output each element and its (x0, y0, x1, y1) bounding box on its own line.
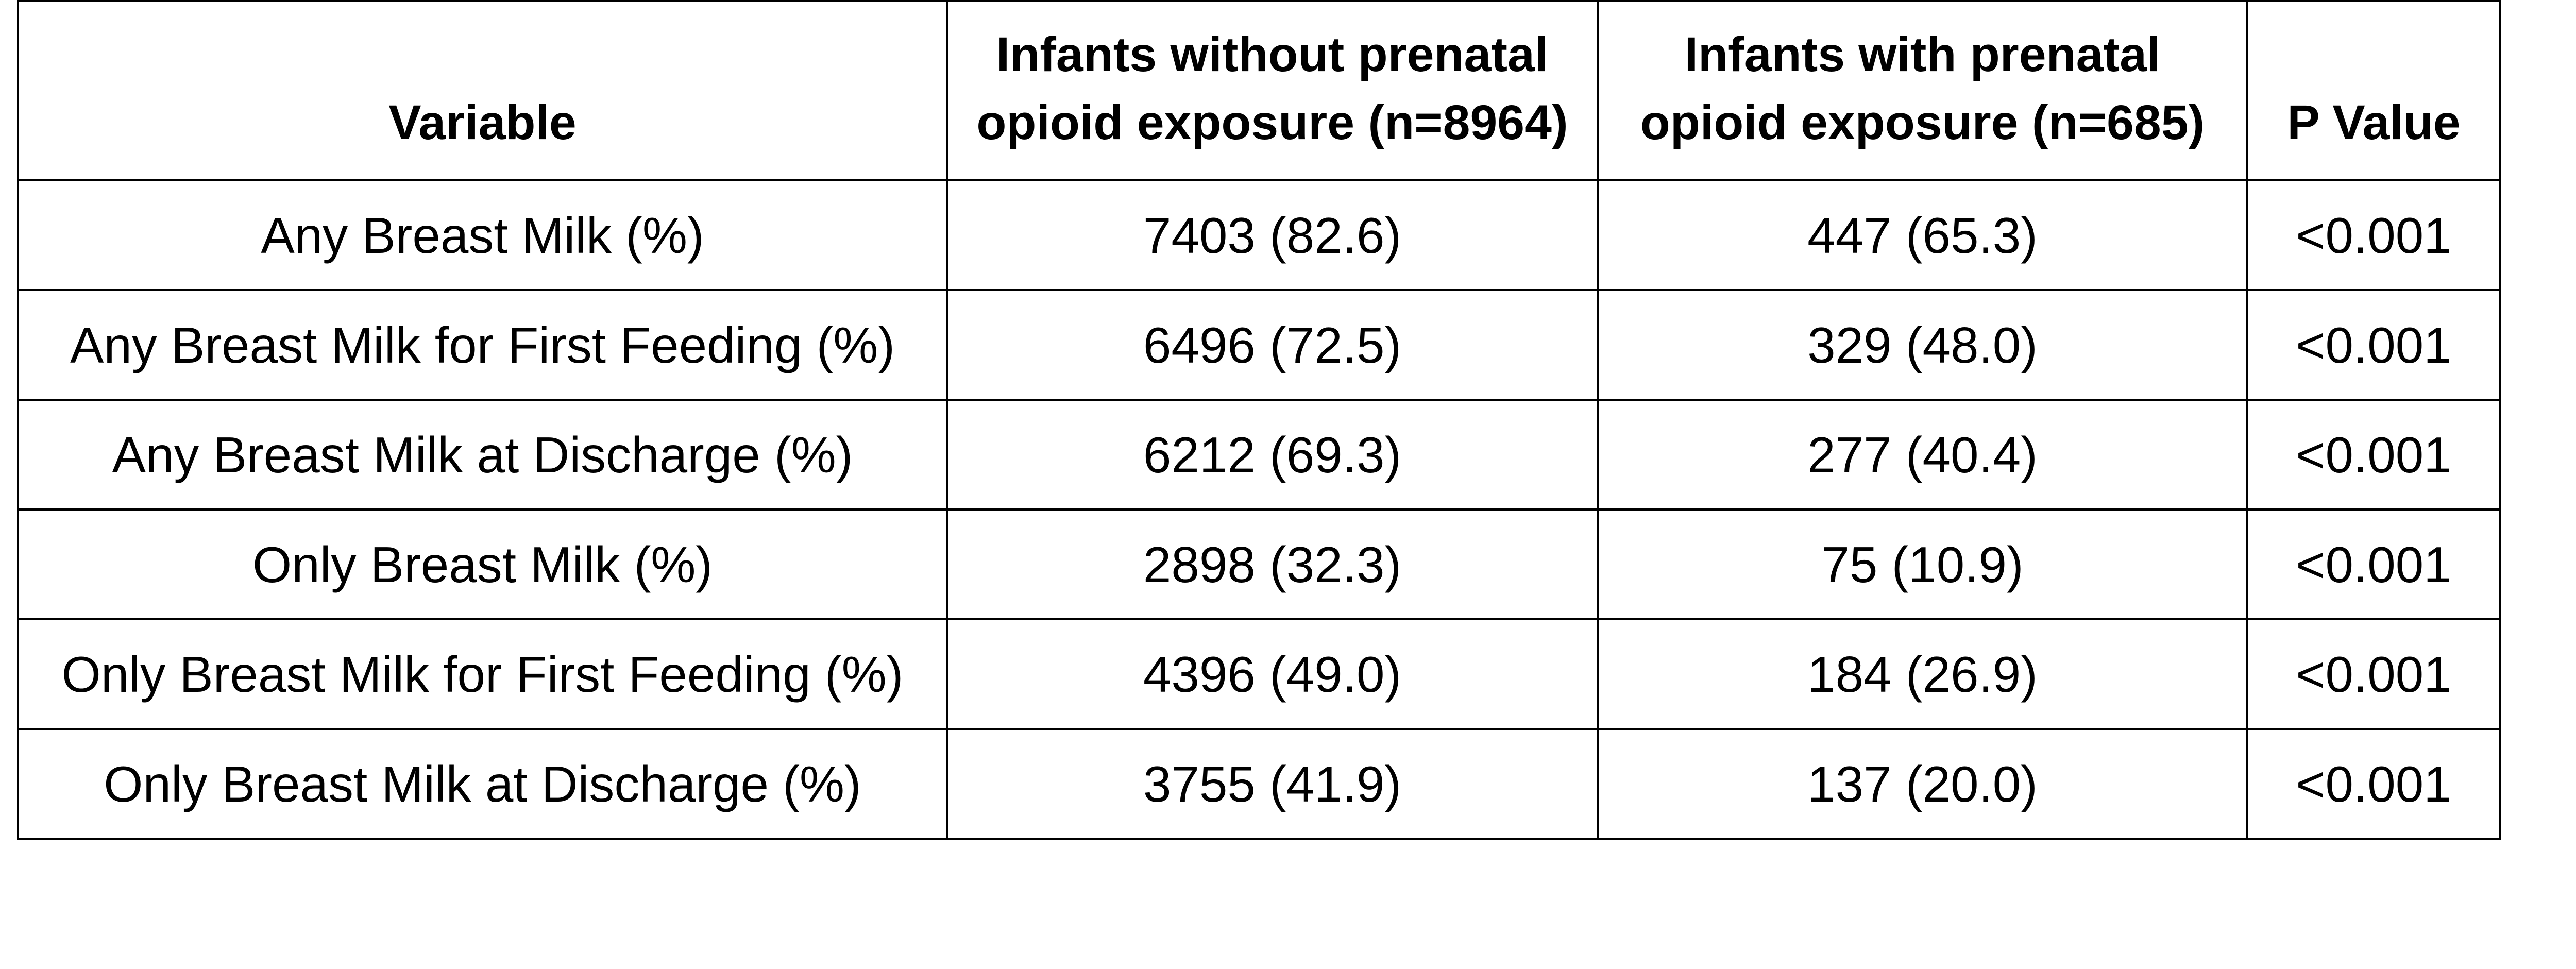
cell-variable: Only Breast Milk (%) (17, 508, 948, 620)
column-header-without-exposure: Infants without prenatal opioid exposure… (946, 0, 1599, 181)
table-header-row: Variable Infants without prenatal opioid… (17, 0, 2501, 181)
table-row: Any Breast Milk for First Feeding (%) 64… (17, 289, 2501, 401)
column-header-variable: Variable (17, 0, 948, 181)
cell-variable: Only Breast Milk for First Feeding (%) (17, 618, 948, 730)
cell-variable: Any Breast Milk (%) (17, 179, 948, 291)
table-row: Any Breast Milk (%) 7403 (82.6) 447 (65.… (17, 179, 2501, 291)
cell-p-value: <0.001 (2246, 618, 2501, 730)
column-header-with-exposure-line1: Infants with prenatal (1684, 27, 2161, 82)
cell-without-exposure: 7403 (82.6) (946, 179, 1599, 291)
cell-variable: Any Breast Milk at Discharge (%) (17, 399, 948, 511)
column-header-with-exposure-line2: opioid exposure (n=685) (1640, 95, 2205, 150)
column-header-with-exposure: Infants with prenatal opioid exposure (n… (1597, 0, 2248, 181)
column-header-variable-label: Variable (388, 95, 577, 150)
cell-p-value: <0.001 (2246, 399, 2501, 511)
column-header-p-value-label: P Value (2287, 95, 2461, 150)
cell-with-exposure: 75 (10.9) (1597, 508, 2248, 620)
column-header-p-value: P Value (2246, 0, 2501, 181)
cell-p-value: <0.001 (2246, 728, 2501, 840)
cell-variable: Any Breast Milk for First Feeding (%) (17, 289, 948, 401)
table-row: Any Breast Milk at Discharge (%) 6212 (6… (17, 399, 2501, 511)
table-row: Only Breast Milk at Discharge (%) 3755 (… (17, 728, 2501, 840)
cell-with-exposure: 329 (48.0) (1597, 289, 2248, 401)
data-table-container: Variable Infants without prenatal opioid… (17, 0, 2501, 840)
column-header-without-exposure-line1: Infants without prenatal (996, 27, 1549, 82)
cell-p-value: <0.001 (2246, 179, 2501, 291)
cell-without-exposure: 2898 (32.3) (946, 508, 1599, 620)
cell-p-value: <0.001 (2246, 508, 2501, 620)
table-row: Only Breast Milk (%) 2898 (32.3) 75 (10.… (17, 508, 2501, 620)
data-table: Variable Infants without prenatal opioid… (17, 0, 2501, 840)
cell-without-exposure: 6496 (72.5) (946, 289, 1599, 401)
cell-with-exposure: 137 (20.0) (1597, 728, 2248, 840)
cell-with-exposure: 277 (40.4) (1597, 399, 2248, 511)
cell-without-exposure: 6212 (69.3) (946, 399, 1599, 511)
cell-without-exposure: 4396 (49.0) (946, 618, 1599, 730)
cell-with-exposure: 184 (26.9) (1597, 618, 2248, 730)
cell-variable: Only Breast Milk at Discharge (%) (17, 728, 948, 840)
table-row: Only Breast Milk for First Feeding (%) 4… (17, 618, 2501, 730)
column-header-without-exposure-line2: opioid exposure (n=8964) (976, 95, 1568, 150)
cell-with-exposure: 447 (65.3) (1597, 179, 2248, 291)
cell-p-value: <0.001 (2246, 289, 2501, 401)
cell-without-exposure: 3755 (41.9) (946, 728, 1599, 840)
